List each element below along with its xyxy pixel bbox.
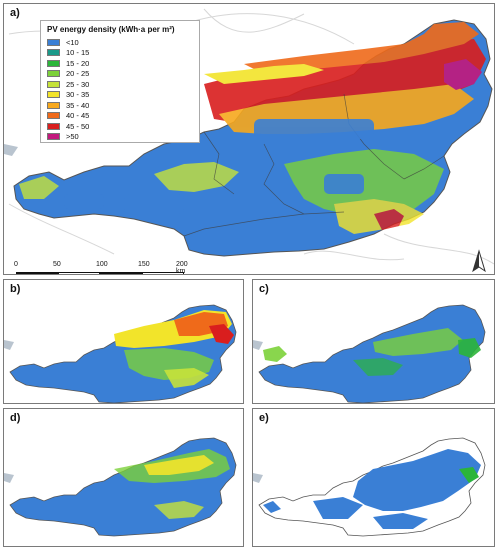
- scale-tick: 200 km: [176, 261, 188, 274]
- legend-label: 20 - 25: [66, 69, 90, 79]
- scale-segment: [16, 272, 58, 274]
- legend-label: 35 - 40: [66, 100, 90, 110]
- legend-label: 15 - 20: [66, 58, 90, 68]
- map-panel-b: b): [3, 279, 244, 404]
- map-b: [4, 304, 237, 403]
- map-d: [4, 437, 237, 537]
- legend-swatch: [47, 70, 60, 78]
- legend-label: 45 - 50: [66, 121, 90, 131]
- legend-swatch: [47, 49, 60, 57]
- legend-swatch: [47, 101, 60, 109]
- map-panel-c: c): [252, 279, 495, 404]
- legend-swatch: [47, 38, 60, 46]
- scale-tick: 150: [138, 261, 150, 268]
- legend-label: 10 - 15: [66, 48, 90, 58]
- legend-label: 25 - 30: [66, 79, 90, 89]
- legend-item: 10 - 15: [47, 48, 193, 59]
- north-arrow-icon: [469, 249, 489, 274]
- legend-item: 45 - 50: [47, 121, 193, 132]
- legend-swatch: [47, 80, 60, 88]
- legend-label: 40 - 45: [66, 111, 90, 121]
- legend-label: 30 - 35: [66, 90, 90, 100]
- scale-segment: [142, 272, 184, 274]
- legend-label: >50: [66, 132, 79, 142]
- legend: PV energy density (kWh·a per m²) <10 10 …: [40, 20, 200, 143]
- legend-item: 40 - 45: [47, 111, 193, 122]
- map-panel-a: a) PV energy density (kWh·a per m²) <10 …: [3, 3, 495, 275]
- scale-tick: 0: [14, 261, 18, 268]
- scale-segment: [100, 272, 142, 274]
- scale-bar: 0 50 100 150 200 km: [14, 261, 188, 274]
- panel-a-label: a): [10, 7, 20, 19]
- legend-swatch: [47, 59, 60, 67]
- legend-swatch: [47, 122, 60, 130]
- scale-tick: 50: [53, 261, 61, 268]
- map-panel-e: e): [252, 408, 495, 547]
- map-c: [253, 304, 486, 403]
- legend-item: >50: [47, 132, 193, 143]
- scale-tick: 100: [96, 261, 108, 268]
- map-a: [4, 8, 494, 265]
- panel-c-label: c): [259, 283, 269, 295]
- legend-label: <10: [66, 37, 79, 47]
- legend-item: 30 - 35: [47, 90, 193, 101]
- legend-item: 35 - 40: [47, 100, 193, 111]
- scale-segment: [58, 272, 100, 274]
- legend-title: PV energy density (kWh·a per m²): [47, 25, 175, 34]
- legend-swatch: [47, 91, 60, 99]
- legend-swatch: [47, 133, 60, 141]
- legend-item: 20 - 25: [47, 69, 193, 80]
- legend-item: 25 - 30: [47, 79, 193, 90]
- legend-item: 15 - 20: [47, 58, 193, 69]
- legend-item: <10: [47, 37, 193, 48]
- map-e: [253, 437, 486, 537]
- legend-swatch: [47, 112, 60, 120]
- map-panel-d: d): [3, 408, 244, 547]
- panel-d-label: d): [10, 412, 21, 424]
- panel-b-label: b): [10, 283, 21, 295]
- panel-e-label: e): [259, 412, 269, 424]
